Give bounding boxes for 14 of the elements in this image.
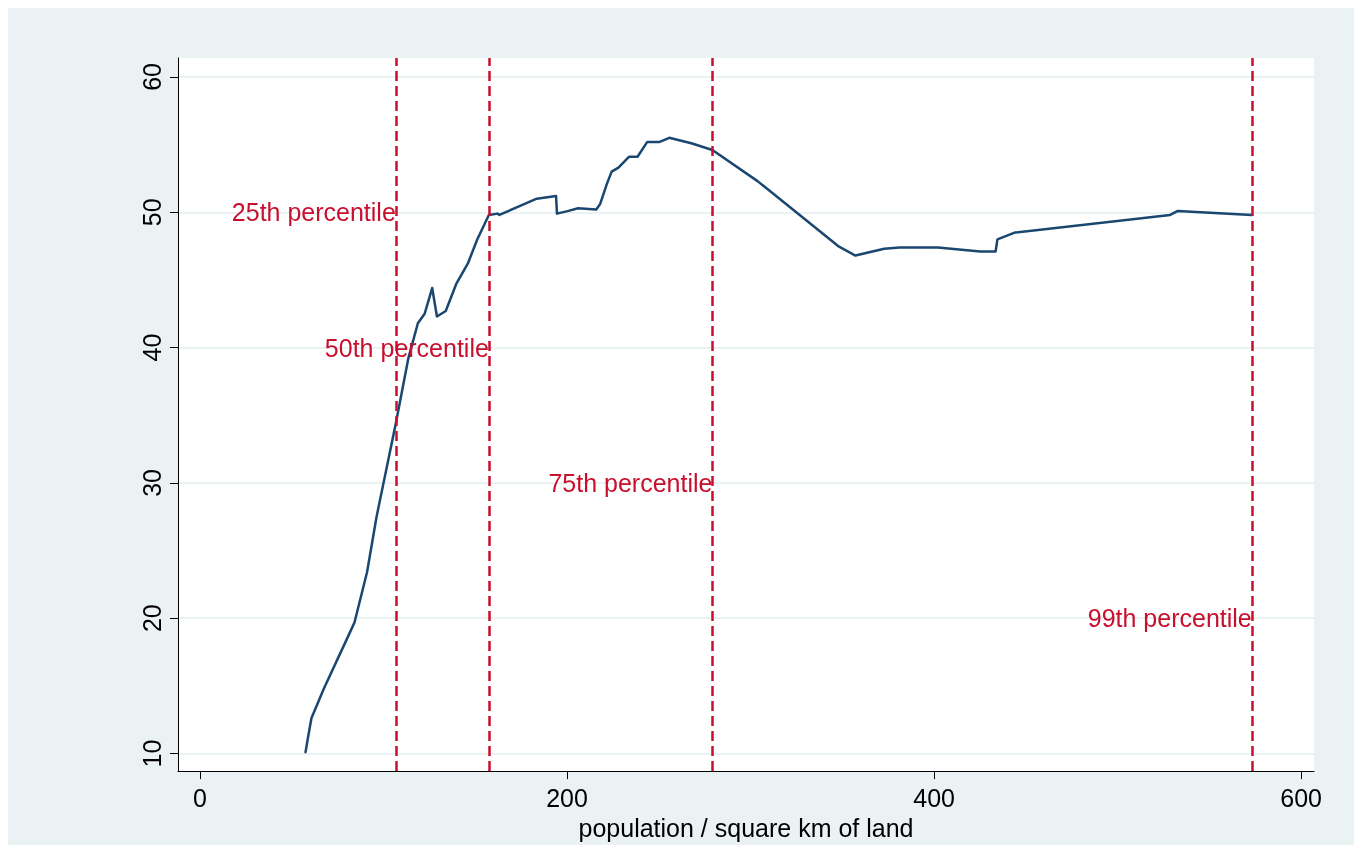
x-tick-label: 200 bbox=[546, 783, 588, 812]
y-tick-label: 10 bbox=[137, 739, 166, 768]
y-tick-label: 60 bbox=[137, 63, 166, 91]
x-axis-title: population / square km of land bbox=[578, 813, 914, 842]
x-tick-label: 600 bbox=[1280, 783, 1323, 812]
annotation: 99th percentile bbox=[1087, 604, 1252, 633]
x-tick-label: 0 bbox=[193, 783, 207, 812]
annotation: 25th percentile bbox=[231, 198, 396, 227]
y-tick-label: 40 bbox=[137, 333, 166, 362]
y-tick-label: 20 bbox=[137, 604, 166, 633]
y-tick-label: 30 bbox=[137, 468, 166, 497]
y-tick-label: 50 bbox=[137, 198, 166, 227]
annotation: 75th percentile bbox=[548, 468, 713, 497]
x-tick-label: 400 bbox=[913, 783, 955, 812]
